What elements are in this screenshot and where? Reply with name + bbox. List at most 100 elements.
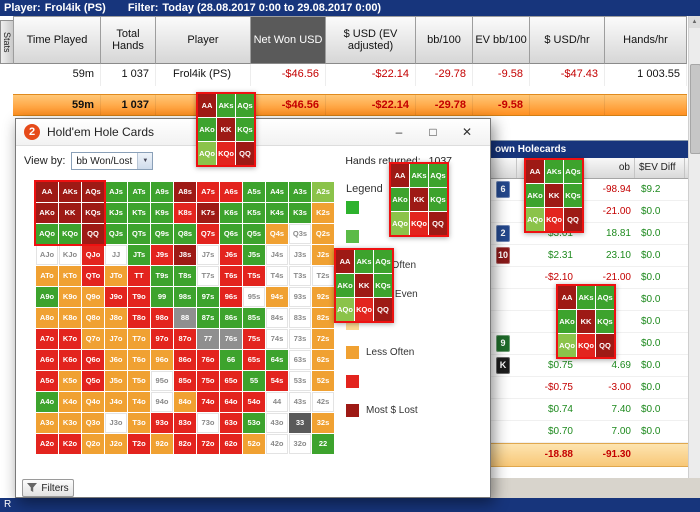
hand-cell-86s[interactable]: 86s <box>220 308 242 328</box>
close-icon[interactable]: ✕ <box>461 125 473 139</box>
hand-cell-Q3o[interactable]: Q3o <box>82 413 104 433</box>
hand-cell-ATs[interactable]: ATs <box>128 182 150 202</box>
hand-cell-A9s[interactable]: A9s <box>151 182 173 202</box>
hand-cell-44[interactable]: 44 <box>266 392 288 412</box>
hand-cell-75o[interactable]: 75o <box>197 371 219 391</box>
hand-cell-T9s[interactable]: T9s <box>151 266 173 286</box>
hand-cell-T7o[interactable]: T7o <box>128 329 150 349</box>
holecard-row[interactable]: 2 $3.01 18.81 $0.0 <box>491 223 688 245</box>
holecard-row[interactable]: $0.70 7.00 $0.0 <box>491 421 688 443</box>
hand-cell-65s[interactable]: 65s <box>243 350 265 370</box>
hand-cell-55[interactable]: 55 <box>243 371 265 391</box>
hand-cell-Q2s[interactable]: Q2s <box>312 224 334 244</box>
hand-cell-K4s[interactable]: K4s <box>266 203 288 223</box>
view-by-dropdown[interactable]: bb Won/Lost ▼ <box>71 152 154 170</box>
hand-cell-32s[interactable]: 32s <box>312 413 334 433</box>
hand-cell-72s[interactable]: 72s <box>312 329 334 349</box>
column-header--usd-hr[interactable]: $ USD/hr <box>530 16 605 64</box>
hand-cell-AQo[interactable]: AQo <box>36 224 58 244</box>
hand-cell-JTs[interactable]: JTs <box>128 245 150 265</box>
scroll-up-icon[interactable]: ▲ <box>689 16 700 28</box>
hand-cell-Q4o[interactable]: Q4o <box>82 392 104 412</box>
hand-cell-K3o[interactable]: K3o <box>59 413 81 433</box>
hand-cell-AKs[interactable]: AKs <box>59 182 81 202</box>
column-header--usd-ev-adjusted-[interactable]: $ USD (EV adjusted) <box>326 16 416 64</box>
hand-cell-A4o[interactable]: A4o <box>36 392 58 412</box>
hand-cell-73o[interactable]: 73o <box>197 413 219 433</box>
hand-cell-K6s[interactable]: K6s <box>220 203 242 223</box>
hand-cell-Q7s[interactable]: Q7s <box>197 224 219 244</box>
hand-cell-T3s[interactable]: T3s <box>289 266 311 286</box>
hand-cell-Q8s[interactable]: Q8s <box>174 224 196 244</box>
hand-cell-92o[interactable]: 92o <box>151 434 173 454</box>
column-header-ev-bb-100[interactable]: EV bb/100 <box>473 16 530 64</box>
hand-cell-66[interactable]: 66 <box>220 350 242 370</box>
filters-button[interactable]: Filters <box>22 479 74 497</box>
hand-cell-A8o[interactable]: A8o <box>36 308 58 328</box>
hand-cell-KJo[interactable]: KJo <box>59 245 81 265</box>
hand-cell-AJs[interactable]: AJs <box>105 182 127 202</box>
hand-cell-K7s[interactable]: K7s <box>197 203 219 223</box>
hand-cell-KTo[interactable]: KTo <box>59 266 81 286</box>
hand-cell-A6o[interactable]: A6o <box>36 350 58 370</box>
hand-cell-A2s[interactable]: A2s <box>312 182 334 202</box>
hand-cell-Q5o[interactable]: Q5o <box>82 371 104 391</box>
hand-cell-Q4s[interactable]: Q4s <box>266 224 288 244</box>
hand-cell-T8o[interactable]: T8o <box>128 308 150 328</box>
stats-table-row[interactable]: 59m 1 037 Frol4ik (PS) -$46.56 -$22.14 -29.78… <box>13 64 687 86</box>
hand-cell-Q2o[interactable]: Q2o <box>82 434 104 454</box>
hand-cell-K8o[interactable]: K8o <box>59 308 81 328</box>
hand-cell-85s[interactable]: 85s <box>243 308 265 328</box>
hand-cell-88[interactable]: 88 <box>174 308 196 328</box>
scrollbar-thumb[interactable] <box>690 64 700 154</box>
right-column-header[interactable] <box>491 158 517 178</box>
hand-cell-KQo[interactable]: KQo <box>59 224 81 244</box>
hand-cell-86o[interactable]: 86o <box>174 350 196 370</box>
hand-cell-84s[interactable]: 84s <box>266 308 288 328</box>
hand-cell-T2o[interactable]: T2o <box>128 434 150 454</box>
hand-cell-T5s[interactable]: T5s <box>243 266 265 286</box>
hand-cell-93s[interactable]: 93s <box>289 287 311 307</box>
hand-cell-Q9o[interactable]: Q9o <box>82 287 104 307</box>
hand-cell-JJ[interactable]: JJ <box>105 245 127 265</box>
hand-cell-AJo[interactable]: AJo <box>36 245 58 265</box>
hand-cell-94o[interactable]: 94o <box>151 392 173 412</box>
hand-cell-84o[interactable]: 84o <box>174 392 196 412</box>
hand-cell-83o[interactable]: 83o <box>174 413 196 433</box>
minimize-icon[interactable]: – <box>395 125 403 139</box>
hand-cell-AQs[interactable]: AQs <box>82 182 104 202</box>
hand-cell-Q8o[interactable]: Q8o <box>82 308 104 328</box>
hand-cell-94s[interactable]: 94s <box>266 287 288 307</box>
hand-cell-JTo[interactable]: JTo <box>105 266 127 286</box>
hand-cell-J3s[interactable]: J3s <box>289 245 311 265</box>
hand-cell-KK[interactable]: KK <box>59 203 81 223</box>
hand-cell-K6o[interactable]: K6o <box>59 350 81 370</box>
hand-cell-76s[interactable]: 76s <box>220 329 242 349</box>
hand-cell-97o[interactable]: 97o <box>151 329 173 349</box>
hand-cell-98s[interactable]: 98s <box>174 287 196 307</box>
hand-cell-85o[interactable]: 85o <box>174 371 196 391</box>
hand-cell-87s[interactable]: 87s <box>197 308 219 328</box>
hand-cell-Q3s[interactable]: Q3s <box>289 224 311 244</box>
hand-cell-K4o[interactable]: K4o <box>59 392 81 412</box>
hand-cell-98o[interactable]: 98o <box>151 308 173 328</box>
hand-cell-76o[interactable]: 76o <box>197 350 219 370</box>
right-column-header[interactable]: ob <box>577 158 635 178</box>
hand-cell-64s[interactable]: 64s <box>266 350 288 370</box>
hand-cell-74o[interactable]: 74o <box>197 392 219 412</box>
hand-cell-K7o[interactable]: K7o <box>59 329 81 349</box>
hand-cell-Q6s[interactable]: Q6s <box>220 224 242 244</box>
hand-cell-75s[interactable]: 75s <box>243 329 265 349</box>
hand-cell-J9o[interactable]: J9o <box>105 287 127 307</box>
hand-cell-42s[interactable]: 42s <box>312 392 334 412</box>
hand-cell-97s[interactable]: 97s <box>197 287 219 307</box>
holecard-row[interactable]: -21.00 $0.0 <box>491 201 688 223</box>
hand-cell-ATo[interactable]: ATo <box>36 266 58 286</box>
hand-cell-K9o[interactable]: K9o <box>59 287 81 307</box>
column-header-net-won-usd[interactable]: Net Won USD <box>251 16 326 64</box>
hand-cell-K2s[interactable]: K2s <box>312 203 334 223</box>
hand-cell-62o[interactable]: 62o <box>220 434 242 454</box>
hand-cell-42o[interactable]: 42o <box>266 434 288 454</box>
hand-cell-J5o[interactable]: J5o <box>105 371 127 391</box>
hand-cell-T8s[interactable]: T8s <box>174 266 196 286</box>
